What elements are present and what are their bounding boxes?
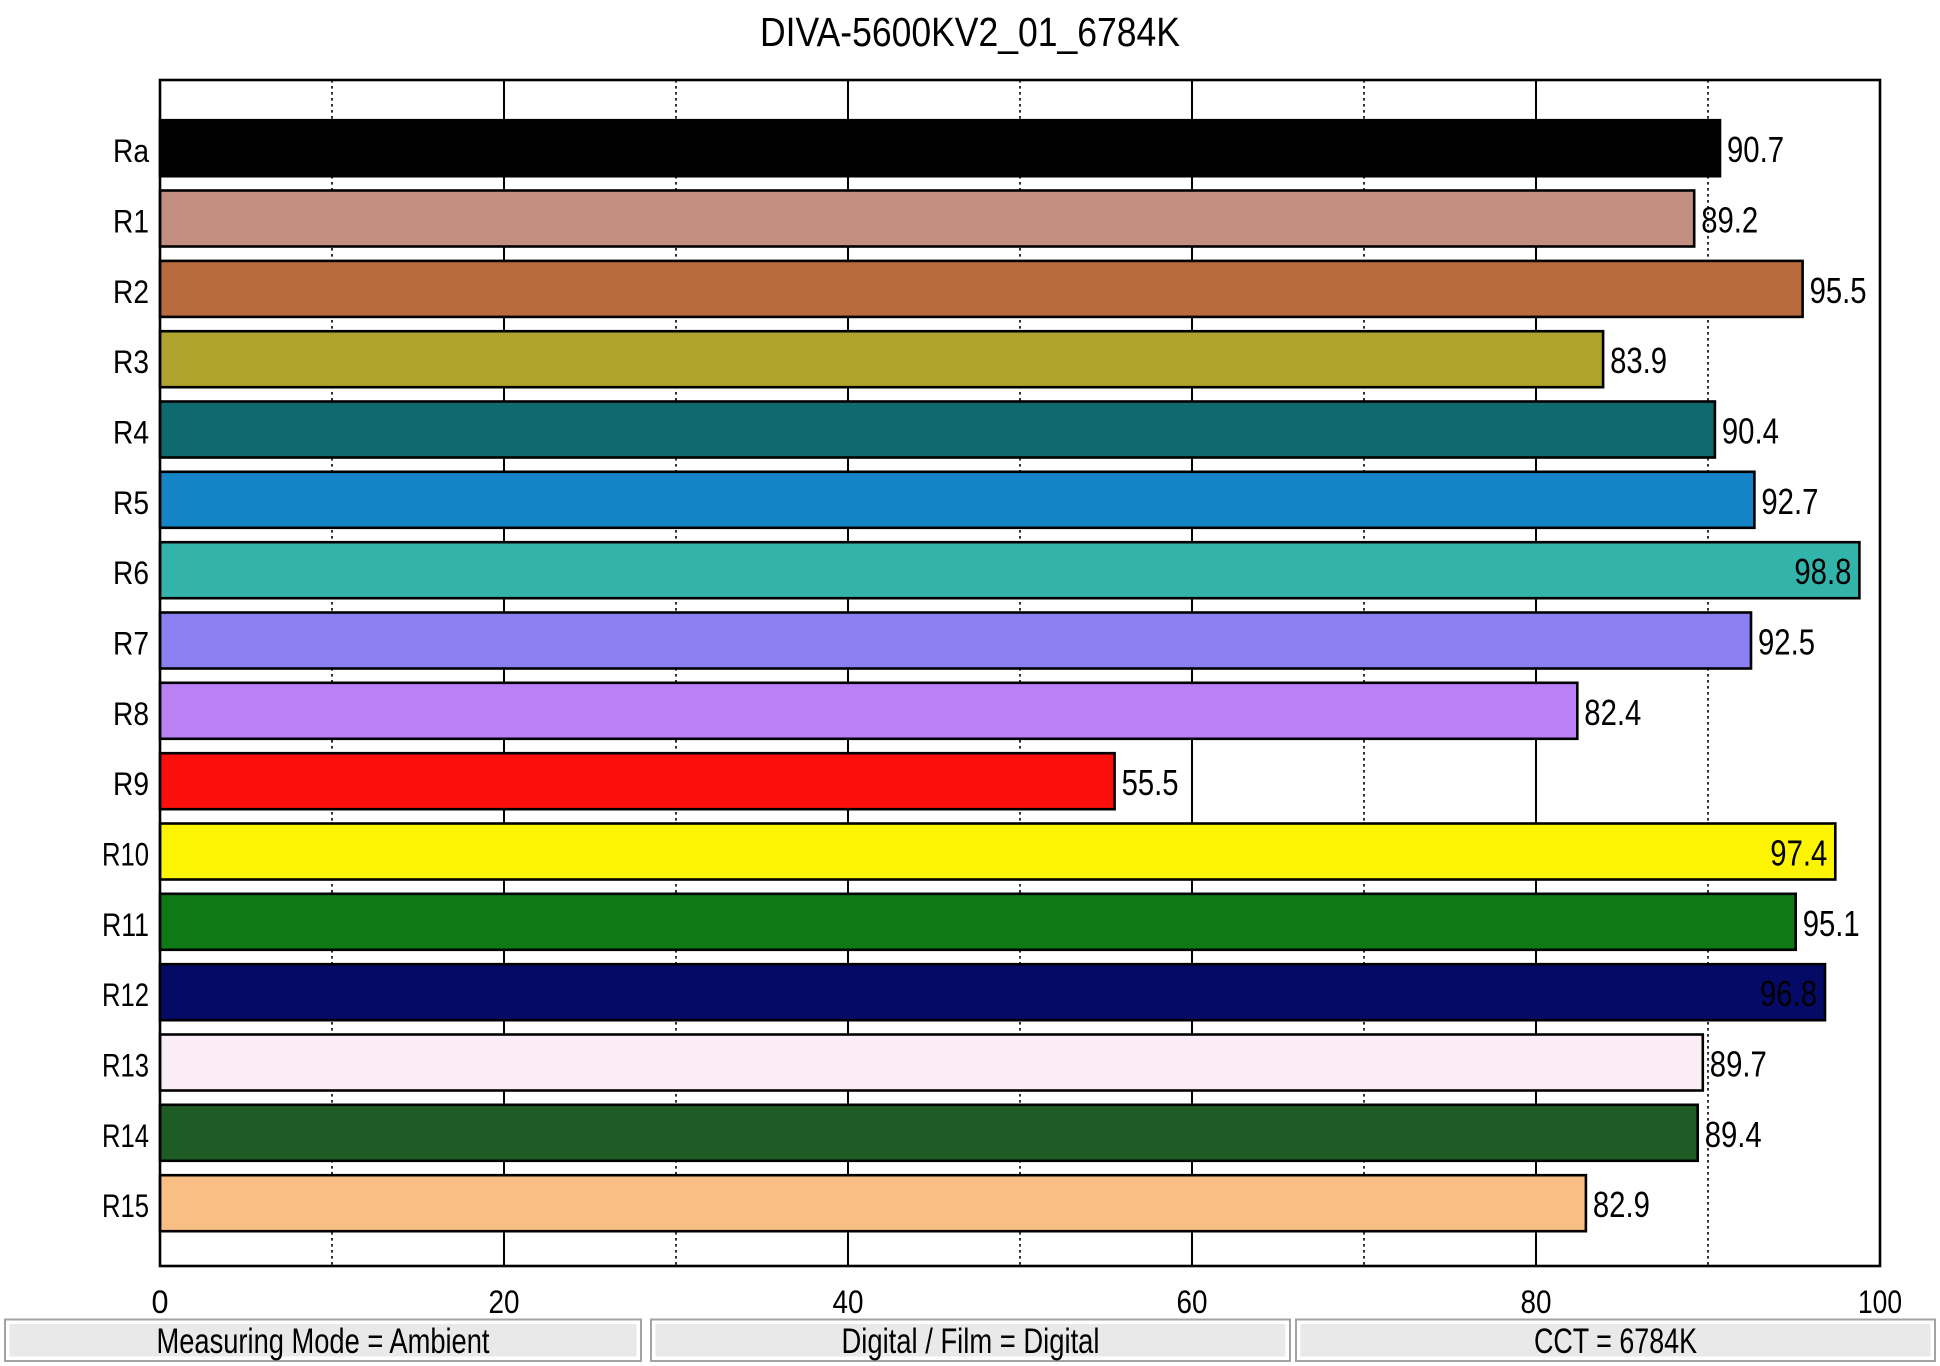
svg-text:R15: R15 bbox=[102, 1188, 149, 1224]
svg-text:R11: R11 bbox=[102, 907, 149, 943]
svg-text:92.7: 92.7 bbox=[1761, 481, 1818, 522]
svg-text:82.4: 82.4 bbox=[1584, 692, 1641, 733]
svg-text:R13: R13 bbox=[102, 1048, 149, 1084]
svg-text:97.4: 97.4 bbox=[1770, 833, 1827, 874]
svg-text:89.4: 89.4 bbox=[1705, 1114, 1762, 1155]
svg-text:R2: R2 bbox=[113, 274, 149, 310]
svg-text:100: 100 bbox=[1858, 1284, 1902, 1320]
svg-text:R5: R5 bbox=[113, 485, 149, 521]
svg-text:R7: R7 bbox=[113, 626, 149, 662]
svg-text:90.7: 90.7 bbox=[1727, 129, 1784, 170]
svg-text:83.9: 83.9 bbox=[1610, 340, 1667, 381]
svg-text:89.7: 89.7 bbox=[1710, 1044, 1767, 1085]
svg-text:80: 80 bbox=[1521, 1284, 1552, 1320]
svg-text:55.5: 55.5 bbox=[1122, 762, 1179, 803]
svg-text:20: 20 bbox=[489, 1284, 520, 1320]
svg-text:0: 0 bbox=[152, 1284, 169, 1320]
svg-text:R10: R10 bbox=[102, 837, 149, 873]
svg-text:R3: R3 bbox=[113, 344, 149, 380]
svg-text:89.2: 89.2 bbox=[1701, 200, 1758, 241]
svg-text:82.9: 82.9 bbox=[1593, 1184, 1650, 1225]
svg-text:R8: R8 bbox=[113, 696, 149, 732]
svg-text:90.4: 90.4 bbox=[1722, 411, 1779, 452]
svg-text:Ra: Ra bbox=[113, 133, 149, 169]
svg-text:60: 60 bbox=[1177, 1284, 1208, 1320]
svg-text:96.8: 96.8 bbox=[1760, 973, 1817, 1014]
svg-text:Digital / Film = Digital: Digital / Film = Digital bbox=[842, 1322, 1100, 1361]
svg-text:92.5: 92.5 bbox=[1758, 622, 1815, 663]
svg-text:95.5: 95.5 bbox=[1810, 270, 1867, 311]
svg-text:40: 40 bbox=[833, 1284, 864, 1320]
svg-text:95.1: 95.1 bbox=[1803, 903, 1860, 944]
svg-text:R14: R14 bbox=[102, 1118, 149, 1154]
svg-text:R12: R12 bbox=[102, 977, 149, 1013]
svg-text:R9: R9 bbox=[113, 766, 149, 802]
svg-text:R6: R6 bbox=[113, 555, 149, 591]
svg-text:CCT = 6784K: CCT = 6784K bbox=[1534, 1322, 1697, 1361]
svg-text:R4: R4 bbox=[113, 415, 149, 451]
svg-text:R1: R1 bbox=[113, 204, 149, 240]
svg-text:98.8: 98.8 bbox=[1794, 551, 1851, 592]
svg-text:DIVA-5600KV2_01_6784K: DIVA-5600KV2_01_6784K bbox=[760, 9, 1180, 55]
svg-text:Measuring Mode = Ambient: Measuring Mode = Ambient bbox=[157, 1322, 490, 1361]
